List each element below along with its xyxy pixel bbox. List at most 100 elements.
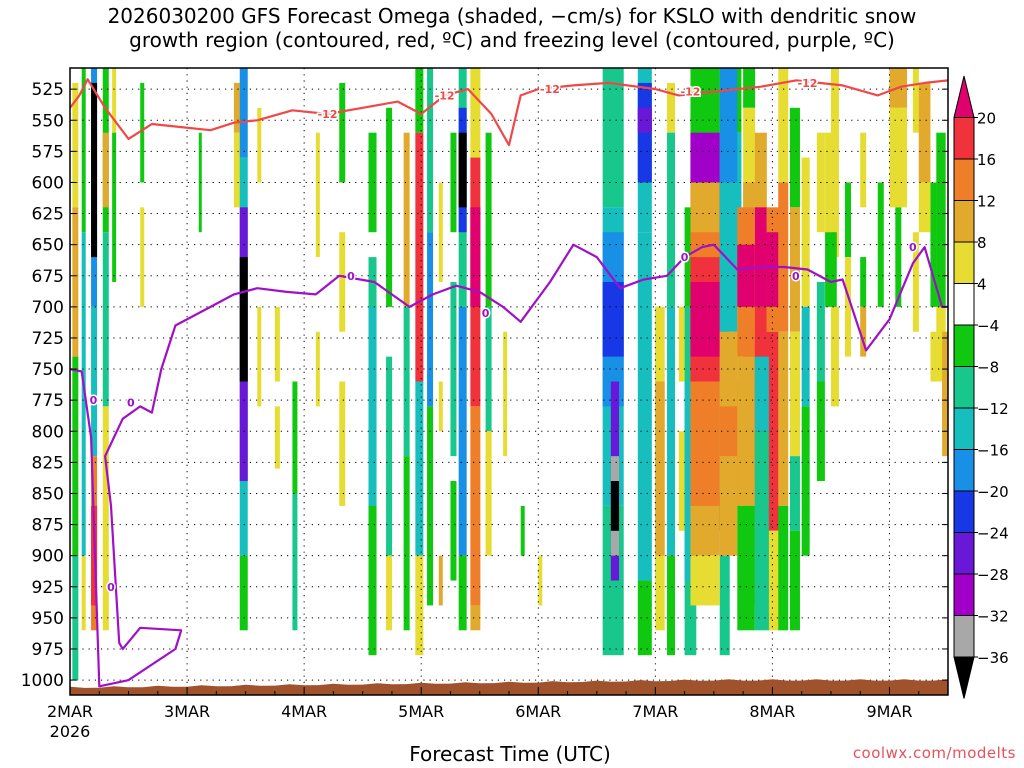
omega-cell <box>485 306 492 432</box>
x-tick-label: 7MAR <box>632 702 678 721</box>
omega-cell <box>458 132 467 208</box>
omega-cell <box>450 281 457 457</box>
grid <box>70 68 948 695</box>
omega-cell <box>690 555 720 606</box>
omega-cell <box>912 232 919 332</box>
x-tick-label: 2MAR <box>47 702 93 721</box>
omega-cell <box>520 505 525 556</box>
dgz-contour-label: -12 <box>540 83 560 96</box>
y-tick-label: 675 <box>32 267 64 287</box>
omega-cell <box>233 82 240 133</box>
omega-cell <box>637 580 652 656</box>
omega-cell <box>766 331 779 531</box>
omega-cell <box>140 207 145 307</box>
omega-cell <box>678 306 685 382</box>
x-tick-label: 9MAR <box>866 702 912 721</box>
omega-cell <box>438 182 443 282</box>
omega-cell <box>339 82 346 183</box>
omega-cell <box>415 132 424 382</box>
omega-cell <box>754 356 769 432</box>
freezing-contour-label: 0 <box>792 270 800 283</box>
colorbar-segment <box>953 117 975 160</box>
dgz-contour-label: -12 <box>318 108 338 121</box>
omega-cell <box>667 555 676 656</box>
y-tick-label: 875 <box>32 516 64 536</box>
colorbar-label: −12 <box>977 400 1009 418</box>
omega-cell <box>801 157 810 307</box>
omega-cell <box>825 132 837 233</box>
colorbar-segment <box>953 615 975 658</box>
x-tick-label: 5MAR <box>398 702 444 721</box>
omega-cell <box>503 331 508 457</box>
x-axis-label: Forecast Time (UTC) <box>409 742 611 766</box>
y-axis: 525 550 575 600 625 650 675 700 725 750 775 800 825 8… <box>21 80 948 691</box>
dgz-contour-label: -12 <box>435 89 455 102</box>
colorbar-segment <box>953 490 975 533</box>
y-tick-label: 825 <box>32 453 64 473</box>
omega-cell <box>315 132 320 258</box>
omega-cell <box>877 182 884 307</box>
omega-cell <box>292 381 298 494</box>
x-tick-label: 8MAR <box>749 702 795 721</box>
omega-cell <box>339 381 346 506</box>
omega-cell <box>918 82 931 183</box>
omega-cell <box>81 68 86 233</box>
omega-cell <box>930 331 937 382</box>
omega-cell <box>766 530 779 631</box>
omega-cell <box>678 431 685 531</box>
omega-cell <box>789 530 800 631</box>
y-tick-label: 850 <box>32 484 64 504</box>
omega-cell <box>450 132 457 233</box>
freezing-contour <box>70 243 948 688</box>
freezing-contour-label: 0 <box>90 394 98 407</box>
omega-cell <box>239 68 248 158</box>
colorbar-label: −28 <box>977 566 1009 584</box>
omega-cell <box>778 505 789 631</box>
omega-cell <box>936 306 946 382</box>
omega-cell <box>91 82 98 258</box>
y-tick-label: 525 <box>32 80 64 100</box>
omega-cell <box>427 232 434 407</box>
colorbar-segment <box>953 449 975 492</box>
omega-cell <box>415 68 424 133</box>
omega-cell <box>102 232 109 407</box>
omega-cell <box>778 331 789 506</box>
omega-cell <box>386 555 393 631</box>
omega-cell <box>602 68 624 208</box>
y-tick-label: 775 <box>32 391 64 411</box>
omega-cell <box>889 107 908 208</box>
omega-cell <box>368 505 377 656</box>
colorbar-label: −20 <box>977 483 1009 501</box>
colorbar-segment <box>953 573 975 616</box>
omega-cell <box>778 182 789 332</box>
y-tick-label: 625 <box>32 205 64 225</box>
omega-cell <box>637 82 652 183</box>
omega-cell <box>450 481 457 581</box>
colorbar-segment <box>953 407 975 450</box>
omega-cell <box>485 132 492 307</box>
omega-cell <box>485 431 492 556</box>
freezing-contour-label: 0 <box>482 307 490 320</box>
omega-cell <box>801 406 810 556</box>
omega-cell <box>830 306 839 407</box>
omega-cell <box>81 555 86 631</box>
omega-cell <box>239 555 248 631</box>
omega-cell <box>403 132 410 307</box>
omega-cell <box>936 132 946 307</box>
omega-cell <box>403 456 410 631</box>
omega-cell <box>257 306 262 407</box>
omega-cell <box>789 207 800 332</box>
omega-cell <box>415 555 424 656</box>
dgz-contour-label: -12 <box>681 86 701 99</box>
omega-cell <box>602 281 624 357</box>
credit-link[interactable]: coolwx.com/modelts <box>852 744 1016 762</box>
colorbar-min-arrow <box>953 656 975 699</box>
terrain-surface <box>70 679 948 695</box>
omega-cell <box>844 257 851 357</box>
omega-cell <box>274 306 280 382</box>
omega-cell <box>860 257 867 307</box>
omega-cell <box>470 68 481 158</box>
x-tick-label: 6MAR <box>515 702 561 721</box>
omega-cell <box>458 555 467 631</box>
omega-cell <box>102 132 109 208</box>
